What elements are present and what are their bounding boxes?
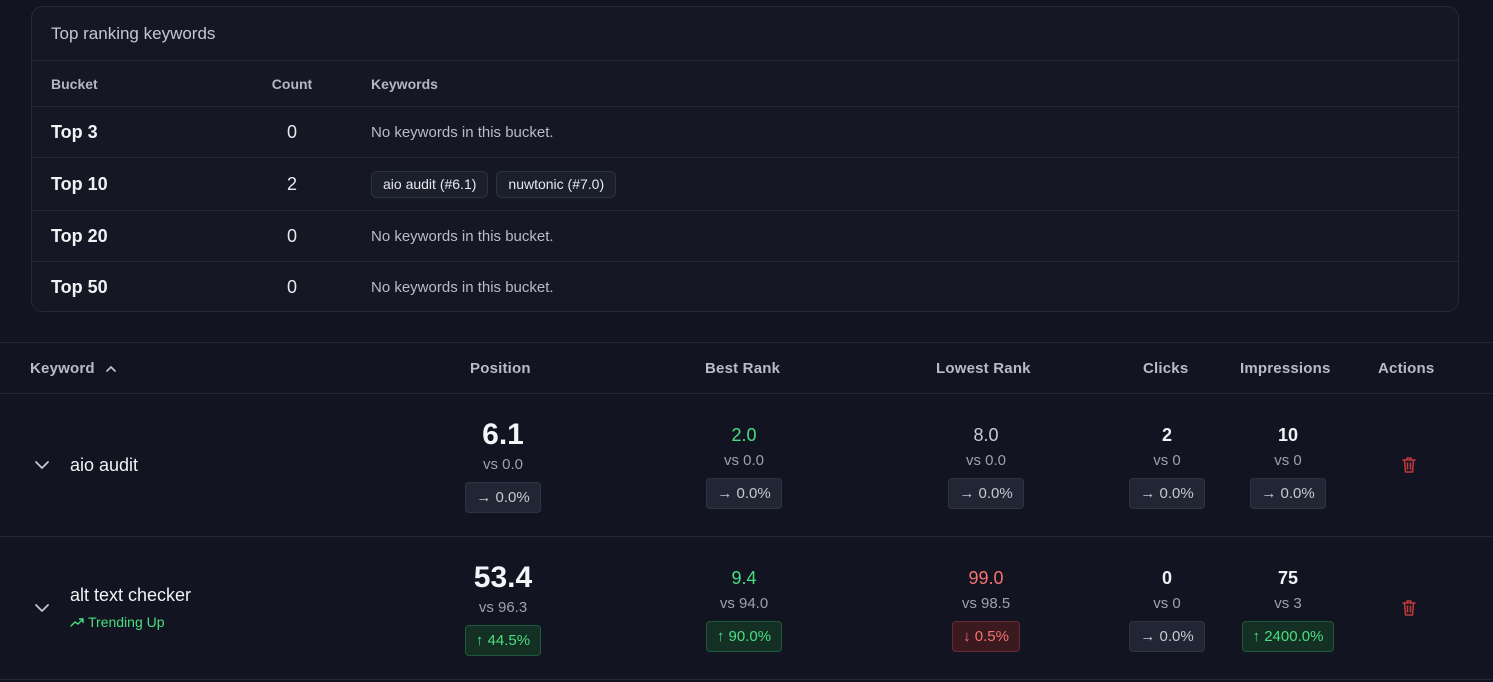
bucket-label: Top 10 <box>51 173 108 194</box>
ranking-header-row: Bucket Count Keywords <box>32 61 1458 107</box>
clicks-change-badge: → 0.0% <box>1129 621 1205 652</box>
lowest-rank-value: 99.0 <box>968 568 1004 588</box>
trend-label: Trending Up <box>70 614 165 630</box>
bucket-count: 0 <box>286 225 297 246</box>
bucket-count: 2 <box>286 173 297 194</box>
header-count: Count <box>271 75 313 92</box>
position-value: 6.1 <box>482 418 524 451</box>
header-position: Position <box>470 360 531 377</box>
lowest-rank-vs: vs 98.5 <box>961 595 1011 612</box>
lowest-rank-vs: vs 0.0 <box>965 452 1007 469</box>
ranking-row-top10: Top 10 2 aio audit (#6.1) nuwtonic (#7.0… <box>32 158 1458 211</box>
chevron-down-icon[interactable] <box>33 599 51 617</box>
keyword-name: alt text checker <box>70 585 192 605</box>
position-change-badge: ↑ 44.5% <box>464 625 542 656</box>
sort-keyword-header[interactable]: Keyword <box>30 360 117 377</box>
impressions-value: 10 <box>1277 425 1299 445</box>
table-header: Keyword Position Best Rank Lowest Rank C… <box>0 343 1493 394</box>
header-keywords: Keywords <box>371 75 438 92</box>
ranking-row-top20: Top 20 0 No keywords in this bucket. <box>32 211 1458 262</box>
clicks-vs: vs 0 <box>1153 595 1181 612</box>
bucket-label: Top 3 <box>51 121 98 142</box>
trend-text: Trending Up <box>88 614 165 630</box>
clicks-change-badge: → 0.0% <box>1129 478 1205 509</box>
keyword-chip[interactable]: nuwtonic (#7.0) <box>496 170 617 198</box>
card-title: Top ranking keywords <box>32 7 1458 61</box>
position-value: 53.4 <box>473 561 533 594</box>
trash-icon[interactable] <box>1399 598 1419 618</box>
chevron-down-icon[interactable] <box>33 456 51 474</box>
top-ranking-card: Top ranking keywords Bucket Count Keywor… <box>31 6 1459 312</box>
impressions-cell: 75 vs 3 ↑ 2400.0% <box>1228 567 1348 652</box>
keyword-name: aio audit <box>70 455 139 475</box>
best-rank-vs: vs 94.0 <box>719 595 769 612</box>
best-rank-change-badge: → 0.0% <box>706 478 782 509</box>
position-cell: 6.1 vs 0.0 → 0.0% <box>443 418 563 513</box>
empty-bucket-text: No keywords in this bucket. <box>371 227 554 245</box>
impressions-vs: vs 3 <box>1274 595 1302 612</box>
table-row: alt text checker Trending Up 53.4 vs 96.… <box>0 537 1493 680</box>
keyword-table: Keyword Position Best Rank Lowest Rank C… <box>0 342 1493 682</box>
table-row: aio audit 6.1 vs 0.0 → 0.0% 2.0 vs 0.0 →… <box>0 394 1493 537</box>
header-actions: Actions <box>1378 360 1435 377</box>
lowest-rank-cell: 99.0 vs 98.5 ↓ 0.5% <box>926 567 1046 652</box>
best-rank-value: 9.4 <box>731 568 757 588</box>
best-rank-value: 2.0 <box>731 425 757 445</box>
bucket-label: Top 50 <box>51 276 108 297</box>
empty-bucket-text: No keywords in this bucket. <box>371 278 554 296</box>
position-cell: 53.4 vs 96.3 ↑ 44.5% <box>443 561 563 656</box>
ranking-row-top50: Top 50 0 No keywords in this bucket. <box>32 262 1458 311</box>
clicks-value: 2 <box>1161 425 1172 445</box>
bucket-label: Top 20 <box>51 225 108 246</box>
best-rank-vs: vs 0.0 <box>723 452 765 469</box>
best-rank-change-badge: ↑ 90.0% <box>705 621 783 652</box>
lowest-rank-value: 8.0 <box>973 425 999 445</box>
bucket-count: 0 <box>286 121 297 142</box>
header-clicks: Clicks <box>1143 360 1189 377</box>
impressions-value: 75 <box>1277 568 1299 588</box>
best-rank-cell: 9.4 vs 94.0 ↑ 90.0% <box>684 567 804 652</box>
header-best-rank: Best Rank <box>705 360 781 377</box>
trending-up-icon <box>70 618 84 627</box>
best-rank-cell: 2.0 vs 0.0 → 0.0% <box>684 424 804 509</box>
header-keyword: Keyword <box>30 360 95 377</box>
impressions-cell: 10 vs 0 → 0.0% <box>1228 424 1348 509</box>
header-bucket: Bucket <box>51 75 98 92</box>
empty-bucket-text: No keywords in this bucket. <box>371 123 554 141</box>
ranking-row-top3: Top 3 0 No keywords in this bucket. <box>32 107 1458 158</box>
lowest-rank-cell: 8.0 vs 0.0 → 0.0% <box>926 424 1046 509</box>
position-vs: vs 96.3 <box>478 599 528 616</box>
clicks-value: 0 <box>1161 568 1172 588</box>
impressions-vs: vs 0 <box>1274 452 1302 469</box>
bucket-count: 0 <box>286 276 297 297</box>
clicks-vs: vs 0 <box>1153 452 1181 469</box>
header-lowest-rank: Lowest Rank <box>936 360 1031 377</box>
impressions-change-badge: → 0.0% <box>1250 478 1326 509</box>
position-vs: vs 0.0 <box>482 456 524 473</box>
impressions-change-badge: ↑ 2400.0% <box>1241 621 1335 652</box>
clicks-cell: 2 vs 0 → 0.0% <box>1107 424 1227 509</box>
lowest-rank-change-badge: ↓ 0.5% <box>952 621 1020 652</box>
header-impressions: Impressions <box>1240 360 1331 377</box>
keyword-chip[interactable]: aio audit (#6.1) <box>371 170 489 198</box>
clicks-cell: 0 vs 0 → 0.0% <box>1107 567 1227 652</box>
trash-icon[interactable] <box>1399 455 1419 475</box>
lowest-rank-change-badge: → 0.0% <box>948 478 1024 509</box>
chevron-up-icon <box>105 365 116 372</box>
position-change-badge: → 0.0% <box>465 482 541 513</box>
